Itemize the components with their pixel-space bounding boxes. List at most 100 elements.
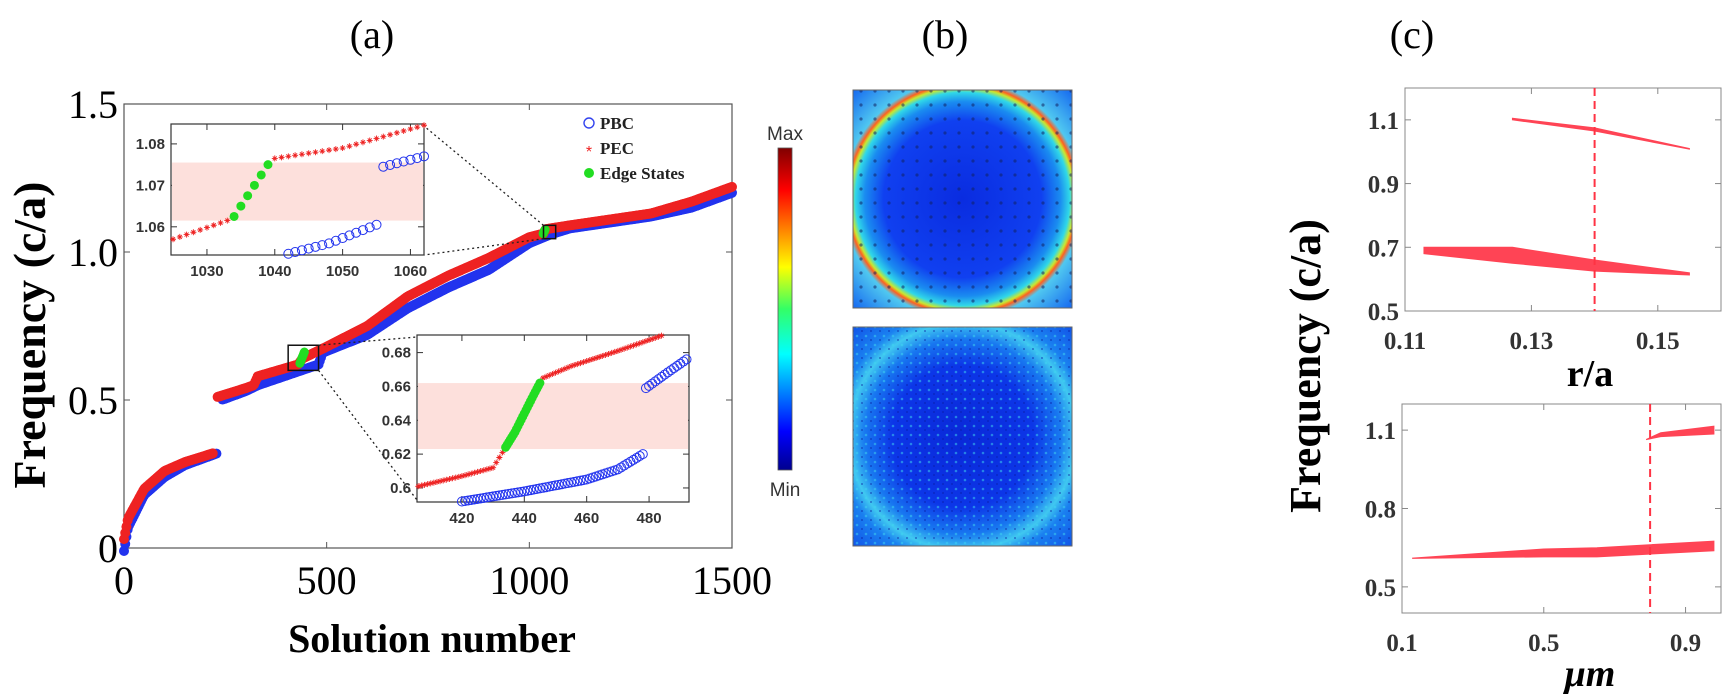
- y-tick-label: 1.1: [1365, 418, 1396, 445]
- pec-point: [380, 133, 387, 140]
- pec-point: [170, 236, 177, 243]
- pec-point: [474, 468, 481, 475]
- pbc-point: [337, 233, 348, 244]
- legend-marker-pbc: [583, 117, 595, 129]
- panel-title-a: (a): [350, 12, 394, 57]
- pbc-point: [553, 479, 564, 490]
- edge-state-point: [256, 170, 266, 180]
- edge-state-point: [236, 201, 246, 211]
- pbc-point: [475, 493, 486, 504]
- y-tick-label: 0.5: [1368, 299, 1399, 326]
- legend-marker-pec: *: [586, 144, 592, 161]
- pec-point: [468, 470, 475, 477]
- pec-point: [224, 217, 231, 224]
- x-tick-label: 0.9: [1670, 630, 1701, 657]
- pec-point: [465, 471, 472, 478]
- pec-point: [552, 369, 559, 376]
- pec-point: [414, 124, 421, 131]
- zoom-connector-line: [423, 238, 544, 256]
- pbc-point: [519, 486, 530, 497]
- pec-point: [278, 154, 285, 161]
- edge-state-point: [535, 378, 545, 388]
- pec-point: [407, 126, 414, 133]
- pbc-point: [575, 475, 586, 486]
- legend: PBC * PEC Edge States: [583, 114, 685, 183]
- pec-point: [477, 468, 484, 475]
- pbc-point: [371, 219, 382, 230]
- x-tick-label: 1060: [394, 263, 427, 280]
- pec-point: [621, 345, 628, 352]
- pec-point: [611, 348, 618, 355]
- pbc-point: [500, 489, 511, 500]
- x-tick-label: 1050: [326, 263, 359, 280]
- pbc-point: [534, 483, 545, 494]
- band-gap-region: [1412, 540, 1715, 559]
- pec-point: [462, 472, 469, 479]
- pbc-point: [513, 487, 524, 498]
- pec-point: [727, 181, 737, 192]
- c-y-axis-label: Frequency (c/a): [1281, 219, 1330, 513]
- x-tick-label: 440: [512, 510, 537, 527]
- pbc-point: [556, 479, 567, 490]
- pec-point: [421, 481, 428, 488]
- pec-point: [207, 448, 218, 459]
- pec-point: [292, 152, 299, 159]
- pec-point: [642, 338, 649, 345]
- inset-upper-chart: 1030 1040 1050 1060 1.06 1.07 1.08: [136, 122, 429, 280]
- y-tick-label: 0.66: [382, 378, 411, 395]
- y-tick-label: 0.7: [1368, 235, 1399, 262]
- pec-point: [424, 481, 431, 488]
- x-tick-label: 500: [297, 558, 357, 603]
- x-tick-label: 1500: [692, 558, 772, 603]
- pec-point: [446, 476, 453, 483]
- pbc-point: [460, 495, 471, 506]
- y-tick-label: 0.64: [382, 412, 412, 429]
- band-gap-region: [1423, 246, 1690, 276]
- pbc-point: [463, 495, 474, 506]
- pec-point: [540, 374, 547, 381]
- c-top-x-axis-label: r/a: [1567, 353, 1613, 395]
- band-gap-region: [1646, 425, 1715, 441]
- pbc-point: [516, 486, 527, 497]
- pbc-point: [469, 494, 480, 505]
- pbc-point: [550, 480, 561, 491]
- pbc-point: [572, 476, 583, 487]
- pec-point: [312, 149, 319, 156]
- pec-point: [449, 475, 456, 482]
- pec-point: [627, 343, 634, 350]
- pbc-point: [283, 248, 294, 259]
- pbc-point: [525, 485, 536, 496]
- legend-label-pec: PEC: [600, 139, 634, 158]
- edge-state-point: [540, 225, 550, 235]
- x-tick-label: 480: [637, 510, 662, 527]
- plot-area: [1404, 87, 1722, 312]
- pec-point: [490, 464, 497, 471]
- legend-marker-edge: [584, 168, 594, 178]
- pbc-point: [497, 489, 508, 500]
- panel-title-c: (c): [1390, 12, 1434, 57]
- pec-point: [373, 135, 380, 142]
- pec-point: [203, 224, 210, 231]
- pec-point: [433, 478, 440, 485]
- pec-point: [427, 480, 434, 487]
- pec-point: [639, 339, 646, 346]
- pec-point: [183, 231, 190, 238]
- pec-point: [421, 122, 427, 129]
- pec-point: [305, 150, 312, 157]
- pec-point: [618, 346, 624, 353]
- pbc-point: [678, 356, 689, 367]
- zoom-connector-line: [423, 125, 544, 226]
- pec-point: [359, 139, 366, 146]
- pec-point: [443, 476, 450, 483]
- pec-point: [614, 347, 621, 354]
- legend-label-edge: Edge States: [600, 164, 685, 183]
- pec-point: [285, 153, 292, 160]
- pec-point: [217, 219, 224, 226]
- pbc-point: [566, 477, 577, 488]
- pec-point: [430, 479, 437, 486]
- pbc-point: [385, 159, 396, 170]
- panel-a-chart: 0 500 1000 1500 0 0.5 1.0 1.5: [68, 82, 772, 603]
- pec-point: [636, 340, 643, 347]
- pec-point: [649, 335, 656, 342]
- pec-point: [452, 474, 459, 481]
